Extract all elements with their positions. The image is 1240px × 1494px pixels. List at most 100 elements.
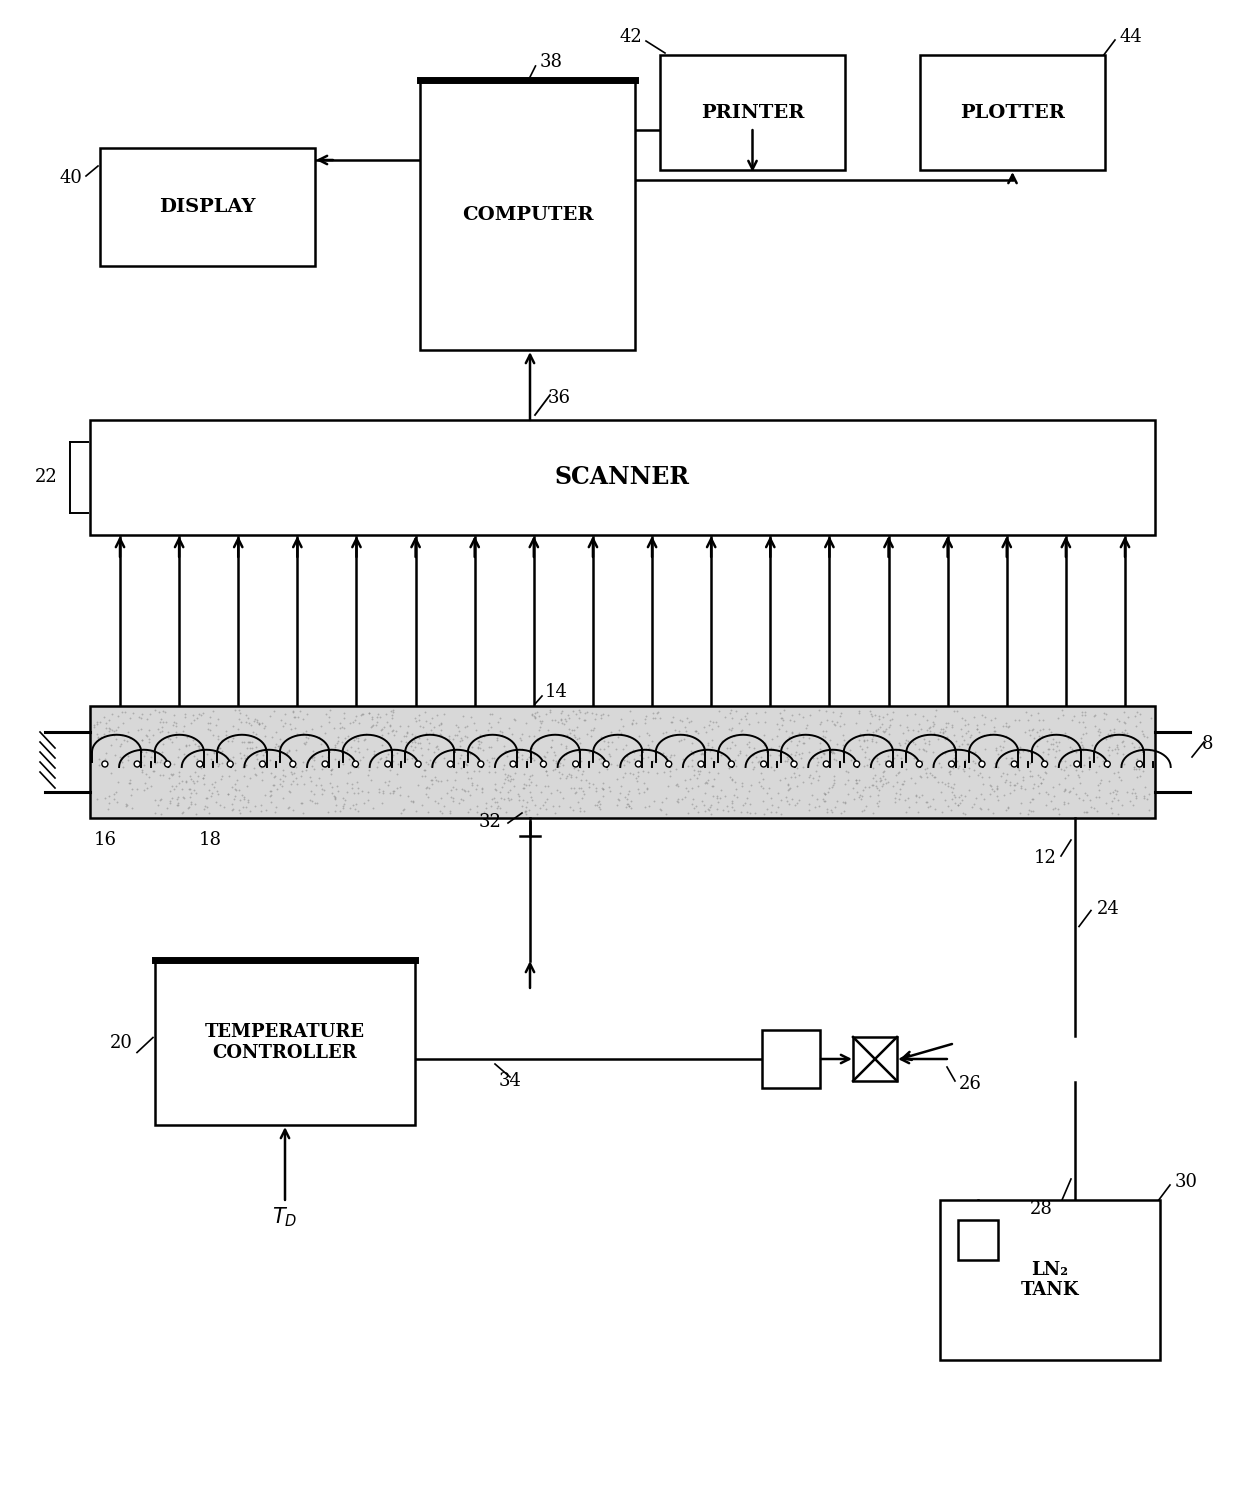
Point [698,734,718,757]
Point [661,710,681,734]
Point [166,714,186,738]
Point [808,750,828,774]
Point [226,698,246,722]
Point [164,753,184,777]
Point [959,756,978,780]
Point [174,741,193,765]
Point [797,713,817,737]
Point [931,756,951,780]
Point [455,750,475,774]
Point [572,762,591,786]
Point [879,729,899,753]
Point [1049,802,1069,826]
Point [544,741,564,765]
Point [522,702,542,726]
Point [270,708,290,732]
Point [312,750,332,774]
Circle shape [853,760,859,766]
Point [346,792,366,816]
Point [735,704,755,728]
Point [882,740,901,763]
Point [231,747,250,771]
Circle shape [165,760,171,766]
Point [123,702,143,726]
Point [492,775,512,799]
Point [520,725,539,748]
Point [117,792,136,816]
Point [446,713,466,737]
Point [534,790,554,814]
Point [882,738,901,762]
Circle shape [823,760,830,766]
Point [790,741,810,765]
Point [993,735,1013,759]
Point [149,701,169,725]
Point [589,760,609,784]
Point [1021,763,1040,787]
Point [698,798,718,822]
Point [869,705,889,729]
Point [207,750,227,774]
Point [914,738,934,762]
Point [279,796,299,820]
Point [441,786,461,810]
Point [761,737,781,760]
Point [134,744,154,768]
Point [348,777,368,801]
Point [417,781,436,805]
Point [924,722,944,746]
Point [1079,746,1099,769]
Point [505,760,525,784]
Point [939,774,959,798]
Point [226,777,246,801]
Point [84,713,104,737]
Point [856,744,875,768]
Point [967,717,987,741]
Point [1074,735,1094,759]
Point [1097,722,1117,746]
Point [205,769,224,793]
Point [869,789,889,813]
Point [619,750,639,774]
Point [348,729,368,753]
Point [868,717,888,741]
Point [805,795,825,819]
Point [1074,753,1094,777]
Point [353,746,373,769]
Point [889,731,909,754]
Point [480,735,500,759]
Point [656,744,676,768]
Point [505,707,525,731]
Point [404,735,424,759]
Point [746,702,766,726]
Point [95,747,115,771]
Point [1131,710,1151,734]
Point [343,751,363,775]
Point [186,781,206,805]
Point [252,740,272,763]
Point [109,704,129,728]
Point [996,768,1016,792]
Point [686,720,706,744]
Point [951,717,971,741]
Point [391,783,410,807]
Point [611,722,631,746]
Point [770,743,790,766]
Point [340,747,360,771]
Point [458,714,477,738]
Point [722,766,742,790]
Point [255,783,275,807]
Point [739,731,759,754]
Point [744,737,764,760]
Point [609,787,629,811]
Point [485,772,505,796]
Point [712,744,732,768]
Point [645,737,665,760]
Point [823,768,843,792]
Point [544,757,564,781]
Point [823,772,843,796]
Point [653,741,673,765]
Point [813,723,833,747]
Point [771,802,791,826]
Point [383,699,403,723]
